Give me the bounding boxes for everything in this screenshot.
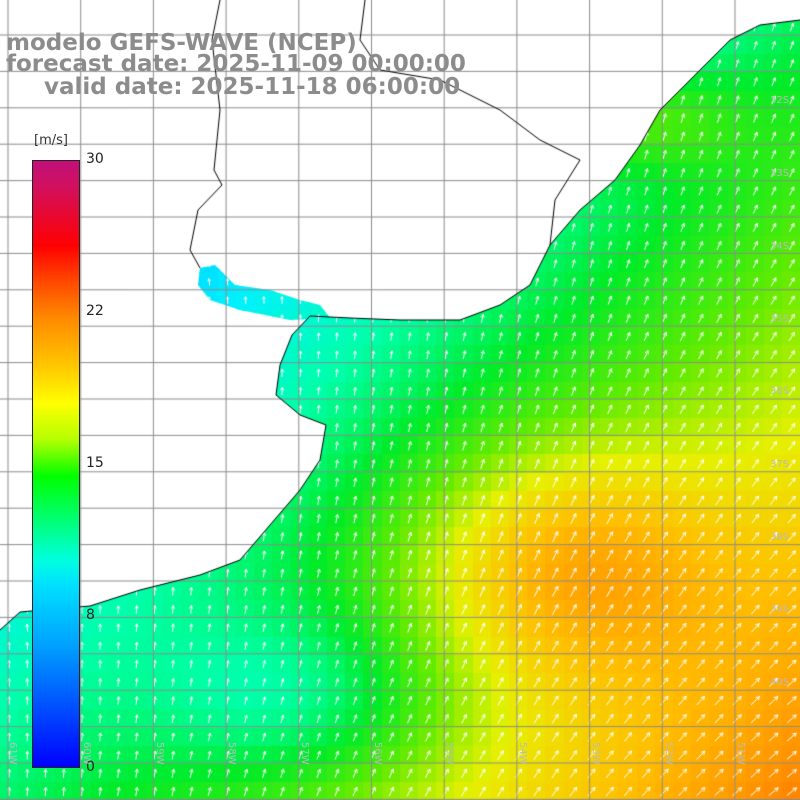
lon-label: 53W xyxy=(590,742,601,765)
lat-label: 38S xyxy=(770,532,790,543)
lon-label: 55W xyxy=(444,742,455,765)
lat-label: 33S xyxy=(770,168,790,179)
colorbar-tick-8: 8 xyxy=(86,607,95,623)
lon-label: 60W xyxy=(81,742,92,765)
colorbar-tick-15: 15 xyxy=(86,455,104,471)
forecast-date: forecast date: 2025-11-09 00:00:00 xyxy=(6,51,466,77)
lon-label: 52W xyxy=(663,742,674,765)
lat-label: 32S xyxy=(770,95,790,106)
lon-label: 61W xyxy=(7,742,18,765)
colorbar xyxy=(32,160,80,768)
valid-date: valid date: 2025-11-18 06:00:00 xyxy=(44,74,461,100)
lat-label: 39S xyxy=(770,604,790,615)
lat-label: 34S xyxy=(770,241,790,252)
lon-label: 59W xyxy=(154,742,165,765)
colorbar-tick-30: 30 xyxy=(86,151,104,167)
lon-label: 54W xyxy=(517,742,528,765)
lat-label: 36S xyxy=(770,386,790,397)
lat-label: 40S xyxy=(770,677,790,688)
lon-label: 57W xyxy=(299,742,310,765)
lat-label: 37S xyxy=(770,459,790,470)
model-title: modelo GEFS-WAVE (NCEP) xyxy=(6,30,357,56)
lat-label: 35S xyxy=(770,314,790,325)
lon-label: 58W xyxy=(226,742,237,765)
colorbar-tick-22: 22 xyxy=(86,303,104,319)
lon-label: 56W xyxy=(372,742,383,765)
lon-label: 51W xyxy=(735,742,746,765)
colorbar-unit: [m/s] xyxy=(34,133,68,148)
colorbar-tick-0: 0 xyxy=(86,759,95,775)
